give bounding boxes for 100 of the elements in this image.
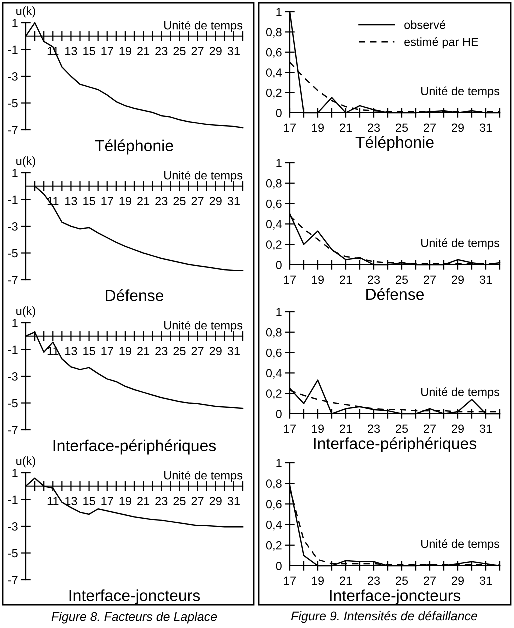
x-tick-label: 15 [84, 197, 96, 206]
x-tick-label: 21 [138, 347, 150, 356]
x-axis-title: Unité de temps [164, 20, 243, 32]
x-tick-label: 17 [284, 424, 296, 433]
x-tick-label: 13 [66, 47, 78, 56]
x-tick-label: 21 [340, 576, 352, 585]
x-tick-label: 17 [102, 347, 114, 356]
y-tick-label: 1 [12, 19, 18, 28]
y-tick-label: 0,8 [266, 179, 282, 190]
x-axis-title: Unité de temps [164, 170, 243, 182]
text: Interface-joncteurs [70, 590, 200, 605]
x-tick-label: 25 [174, 197, 186, 206]
y-tick-label: 0 [276, 410, 282, 418]
y-tick-label: 1 [12, 319, 18, 328]
x-tick-label: 21 [138, 197, 150, 206]
x-tick-label: 25 [174, 47, 186, 56]
y-tick-label: 0,6 [266, 348, 282, 359]
y-tick-label: 0,8 [266, 328, 282, 338]
y-tick-label: -1 [8, 346, 18, 354]
x-axis-title: Unité de temps [164, 470, 243, 482]
x-tick-label: 29 [210, 47, 222, 56]
x-tick-label: 25 [174, 497, 186, 506]
x-tick-label: 29 [210, 347, 222, 356]
x-tick-label: 23 [156, 47, 168, 56]
x-tick-label: 27 [424, 424, 436, 433]
x-tick-label: 21 [340, 124, 352, 132]
y-axis-title: u(k) [16, 306, 36, 318]
x-tick-label: 31 [480, 276, 492, 284]
x-tick-label: 19 [312, 276, 324, 284]
x-tick-label: 15 [84, 347, 96, 356]
y-tick-label: 0,8 [266, 480, 282, 490]
x-tick-label: 27 [192, 197, 204, 206]
x-tick-label: 13 [66, 497, 78, 506]
x-tick-label: 11 [48, 497, 59, 506]
y-tick-label: -3 [8, 222, 18, 231]
y-tick-label: 0 [276, 109, 282, 118]
x-axis-title: Unité de temps [422, 539, 500, 551]
x-tick-label: 31 [480, 424, 492, 434]
y-tick-label: 1 [276, 459, 282, 468]
x-axis-title: Unité de temps [422, 238, 500, 250]
caption: Figure 8. Facteurs de Laplace [52, 612, 218, 624]
text: Téléphonie [356, 136, 434, 152]
y-tick-label: -3 [8, 72, 18, 81]
y-tick-label: -5 [8, 99, 18, 108]
text: Interface-joncteurs [330, 590, 461, 605]
y-tick-label: -1 [8, 46, 18, 54]
legend-label: observé [404, 20, 446, 30]
y-axis-title: u(k) [16, 6, 36, 18]
x-tick-label: 17 [284, 276, 296, 284]
y-tick-label: -7 [8, 576, 18, 584]
x-tick-label: 29 [452, 424, 464, 434]
x-tick-label: 27 [192, 47, 204, 56]
x-tick-label: 23 [368, 576, 380, 586]
x-tick-label: 19 [120, 497, 132, 506]
y-tick-label: 0,6 [266, 200, 282, 210]
x-tick-label: 21 [138, 497, 150, 506]
x-tick-label: 31 [228, 47, 240, 56]
y-tick-label: 0,4 [266, 369, 282, 379]
y-tick-label: 1 [12, 169, 18, 178]
x-tick-label: 29 [452, 576, 464, 586]
y-tick-label: -7 [8, 426, 18, 434]
y-tick-label: 0,6 [266, 500, 282, 510]
x-tick-label: 19 [120, 47, 132, 56]
legend-label: estimé par HE [404, 38, 478, 49]
y-tick-label: 1 [276, 159, 282, 168]
x-tick-label: 31 [480, 124, 492, 132]
text: Interface-périphériques [54, 440, 216, 455]
y-tick-label: 0,2 [266, 541, 282, 552]
y-tick-label: -5 [8, 249, 18, 258]
x-tick-label: 19 [312, 424, 324, 434]
caption: Figure 9. Intensités de défaillance [291, 611, 478, 624]
x-tick-label: 19 [120, 347, 132, 356]
y-tick-label: -7 [8, 276, 18, 284]
x-tick-label: 19 [312, 576, 324, 586]
y-axis-title: u(k) [16, 156, 36, 168]
x-tick-label: 31 [228, 497, 240, 506]
x-tick-label: 29 [210, 497, 222, 506]
x-tick-label: 17 [102, 47, 114, 56]
y-tick-label: -3 [8, 522, 18, 531]
y-tick-label: 0 [276, 562, 282, 570]
x-tick-label: 19 [312, 124, 324, 132]
y-tick-label: -5 [8, 399, 18, 408]
x-tick-label: 23 [156, 197, 168, 206]
x-tick-label: 25 [396, 124, 408, 132]
x-tick-label: 15 [84, 497, 96, 506]
x-axis-title: Unité de temps [422, 388, 500, 399]
y-axis-title: u(k) [16, 456, 36, 468]
x-tick-label: 25 [396, 276, 408, 284]
x-tick-label: 27 [192, 347, 204, 356]
x-tick-label: 23 [368, 276, 380, 284]
x-tick-label: 27 [424, 124, 436, 132]
x-tick-label: 17 [102, 197, 114, 206]
x-tick-label: 21 [340, 276, 352, 284]
y-tick-label: 0,6 [266, 48, 282, 58]
x-tick-label: 27 [424, 276, 436, 284]
x-tick-label: 29 [210, 197, 222, 206]
x-tick-label: 23 [368, 424, 380, 434]
x-tick-label: 23 [156, 347, 168, 356]
y-tick-label: -3 [8, 372, 18, 381]
y-tick-label: 1 [12, 469, 18, 478]
